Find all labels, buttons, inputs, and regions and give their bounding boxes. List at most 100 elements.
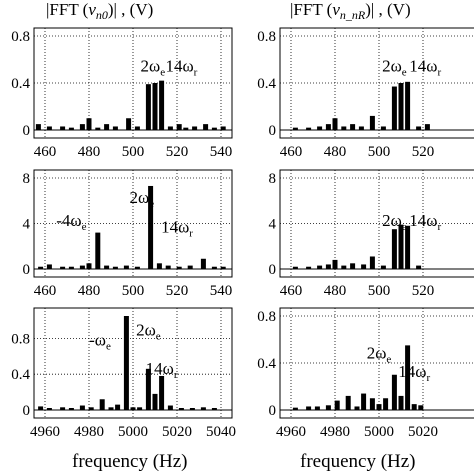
bar xyxy=(391,374,397,410)
bar xyxy=(314,406,320,410)
bar xyxy=(167,126,173,130)
bar xyxy=(306,266,312,269)
y-tick-label: 8 xyxy=(269,171,277,187)
x-tick-label: 520 xyxy=(166,144,189,160)
x-tick-label: 5000 xyxy=(364,424,394,440)
y-tick-label: 0.4 xyxy=(257,356,276,372)
x-tick-label: 4980 xyxy=(320,424,350,440)
harmonic-annotation: 2ωe xyxy=(382,56,407,78)
bar xyxy=(115,404,121,410)
bar xyxy=(376,404,382,410)
bar xyxy=(88,407,94,410)
fft-panel-3: 0 4 8 460 480 500 520 2ωe 14ωr xyxy=(269,169,474,299)
bar xyxy=(292,266,298,269)
bar xyxy=(398,83,404,130)
bar xyxy=(159,80,165,130)
bar xyxy=(292,407,298,410)
xlabel-right: frequency (Hz) xyxy=(300,451,416,472)
bar xyxy=(46,408,52,410)
fft-panel-4: 0 0.4 0.8 4960 4980 5000 5020 5040 -ωe 2ωe 14ωr xyxy=(11,307,236,440)
bar xyxy=(383,398,389,410)
bar xyxy=(95,232,101,269)
bar xyxy=(167,405,173,410)
bar xyxy=(369,256,375,269)
bar xyxy=(165,265,171,269)
bar xyxy=(211,408,217,410)
bar xyxy=(292,127,298,130)
harmonic-annotation: -4ωe xyxy=(56,211,86,233)
bar xyxy=(341,126,347,130)
xlabel-left: frequency (Hz) xyxy=(72,451,188,472)
x-tick-label: 480 xyxy=(324,283,347,299)
bar xyxy=(424,124,430,130)
x-tick-label: 4960 xyxy=(276,424,306,440)
bar xyxy=(38,266,44,269)
bar xyxy=(200,258,206,269)
bar xyxy=(176,266,182,269)
bar xyxy=(130,407,136,410)
bar xyxy=(405,345,411,410)
bar xyxy=(68,408,74,410)
fft-panel-1: 0 0.4 0.8 460 480 500 520 2ωe 14ωr xyxy=(257,27,474,160)
bar xyxy=(192,126,198,130)
x-tick-label: 480 xyxy=(324,144,347,160)
bar xyxy=(112,266,118,269)
harmonic-annotation: 2ωe xyxy=(136,321,161,343)
bar xyxy=(361,264,367,269)
harmonic-annotation: 14ωr xyxy=(165,56,197,78)
y-tick-label: 0 xyxy=(269,403,277,419)
bar xyxy=(345,395,351,410)
harmonic-annotation: 2ωe xyxy=(141,56,166,78)
bar xyxy=(361,393,367,410)
bar xyxy=(156,263,162,269)
bar xyxy=(134,266,140,269)
x-tick-label: 500 xyxy=(122,283,145,299)
bar xyxy=(60,407,66,410)
x-tick-label: 5000 xyxy=(118,424,148,440)
x-tick-label: 460 xyxy=(280,283,303,299)
bar xyxy=(79,124,85,130)
y-tick-label: 0.8 xyxy=(257,309,276,325)
bar xyxy=(334,400,340,410)
harmonic-annotation: 14ωr xyxy=(161,218,193,240)
bar xyxy=(79,405,85,410)
y-tick-label: 0.8 xyxy=(257,29,276,45)
bar xyxy=(211,266,217,269)
x-tick-label: 4960 xyxy=(30,424,60,440)
bar xyxy=(46,126,52,130)
y-tick-label: 0 xyxy=(269,262,277,278)
bar xyxy=(369,398,375,410)
bar xyxy=(145,368,151,410)
bar xyxy=(416,126,422,130)
y-tick-label: 0 xyxy=(23,123,31,139)
bar xyxy=(306,127,312,130)
bar xyxy=(332,259,338,269)
bar xyxy=(211,127,217,130)
bar xyxy=(220,266,226,269)
bar xyxy=(220,126,226,130)
x-tick-label: 500 xyxy=(368,283,391,299)
bar xyxy=(46,264,52,269)
bar xyxy=(317,126,323,130)
x-tick-label: 500 xyxy=(368,144,391,160)
bar xyxy=(391,86,397,130)
bar xyxy=(176,124,182,130)
y-tick-label: 0 xyxy=(23,262,31,278)
bar xyxy=(159,375,165,410)
harmonic-annotation: 14ωr xyxy=(398,362,430,384)
bar xyxy=(137,407,143,410)
x-tick-label: 520 xyxy=(412,144,435,160)
bar xyxy=(86,118,92,130)
bar xyxy=(358,126,364,130)
harmonic-annotation: -ωe xyxy=(89,331,111,353)
bar xyxy=(187,265,193,269)
harmonic-annotation: 2ωe xyxy=(130,188,155,210)
y-tick-label: 8 xyxy=(23,171,31,187)
x-tick-label: 5040 xyxy=(206,424,236,440)
bar xyxy=(152,83,158,130)
x-tick-label: 500 xyxy=(122,144,145,160)
y-tick-label: 0.4 xyxy=(11,76,30,92)
panel-title-left: |FFT (vn0)| , (V) xyxy=(46,0,153,22)
x-tick-label: 460 xyxy=(280,144,303,160)
